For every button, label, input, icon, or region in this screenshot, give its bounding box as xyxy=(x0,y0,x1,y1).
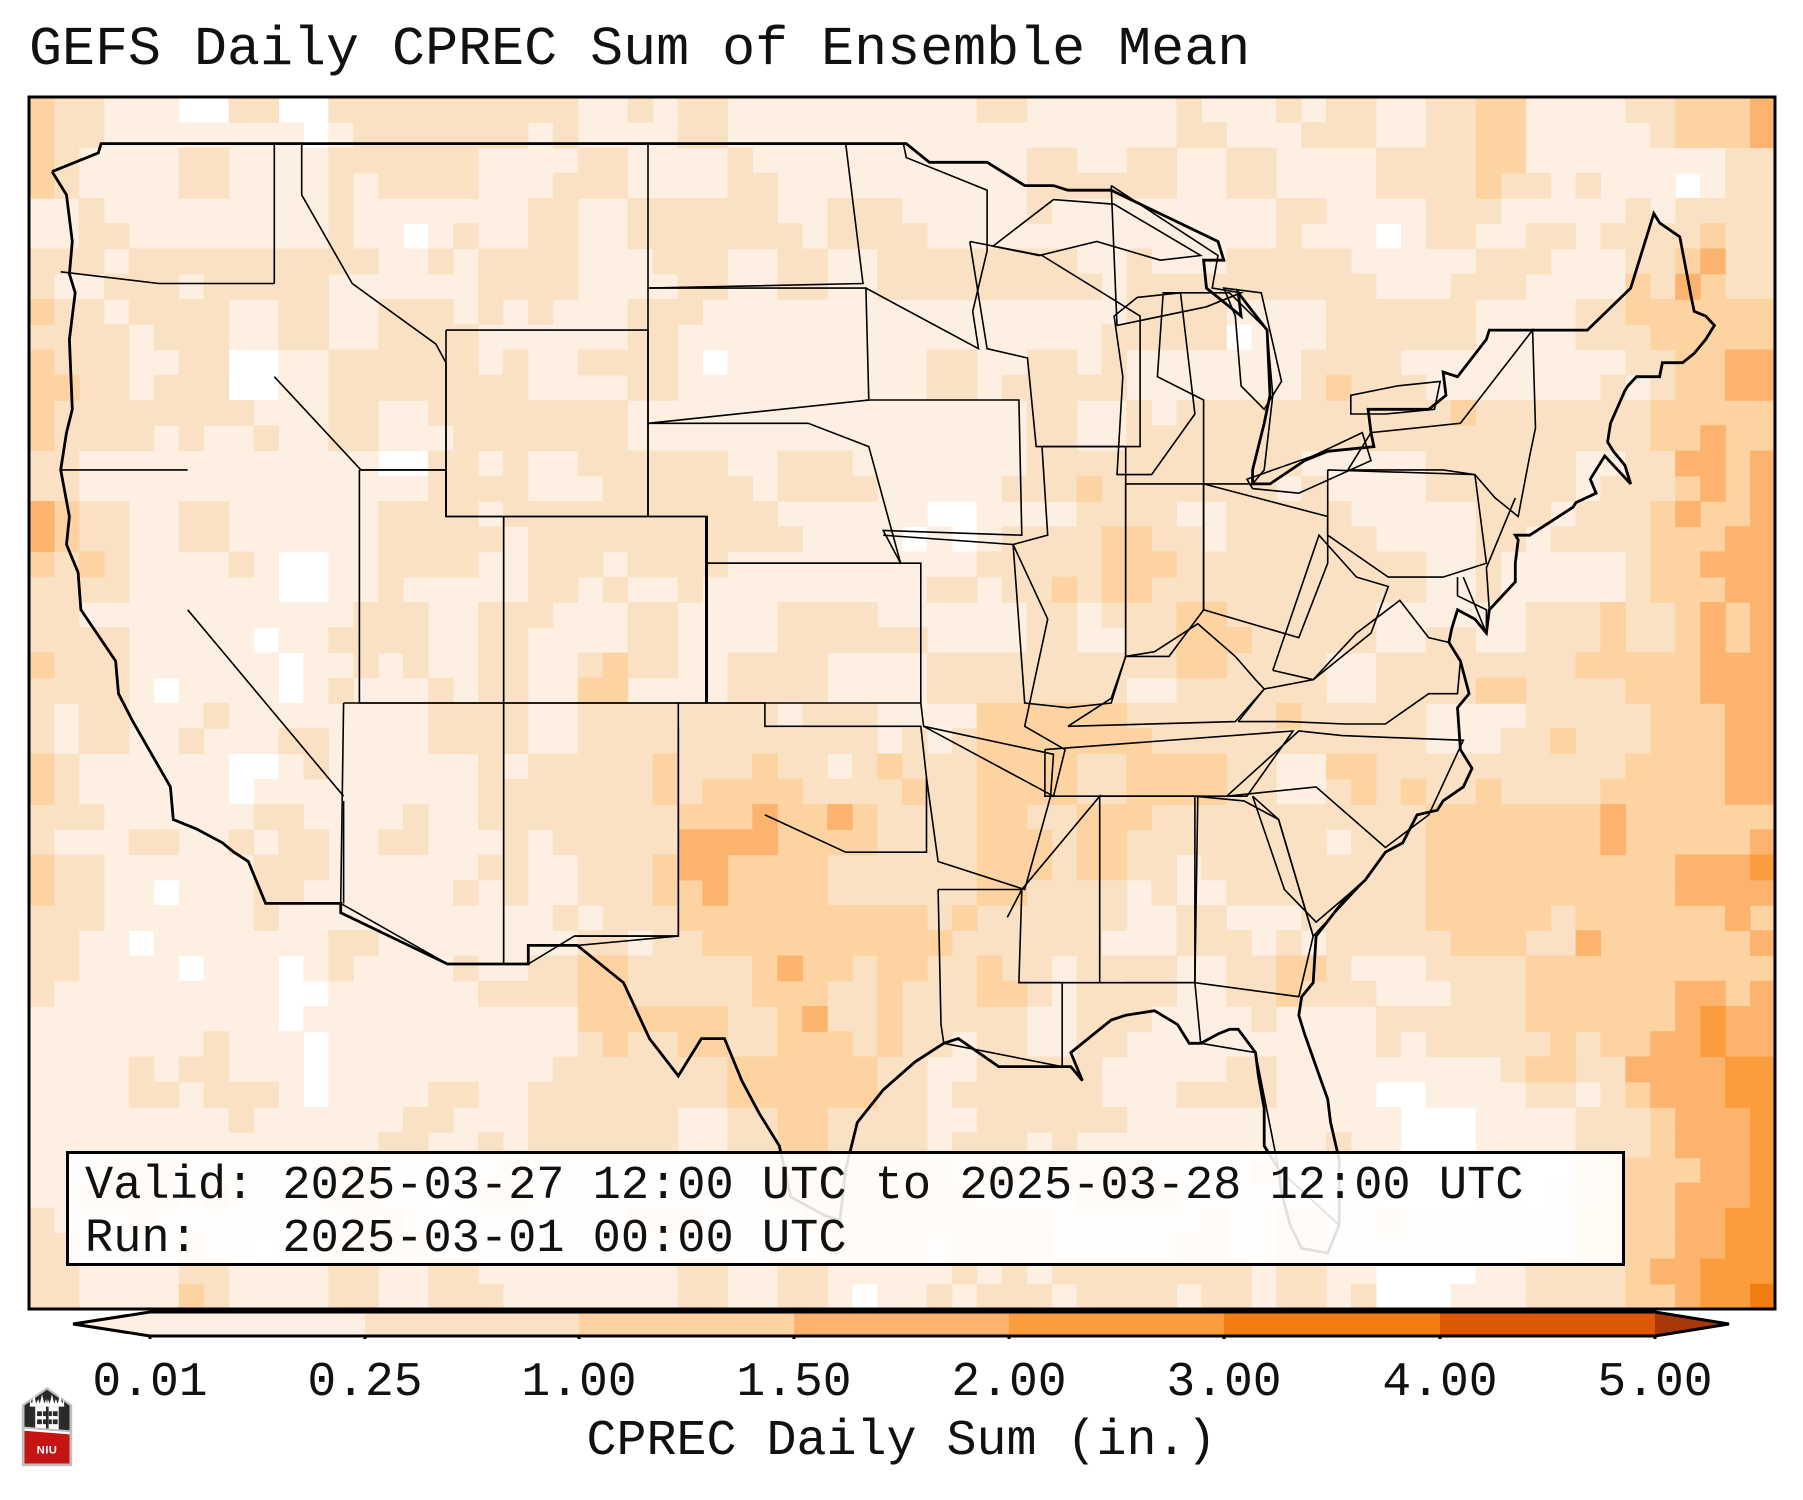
svg-text:NIU: NIU xyxy=(37,1445,58,1457)
